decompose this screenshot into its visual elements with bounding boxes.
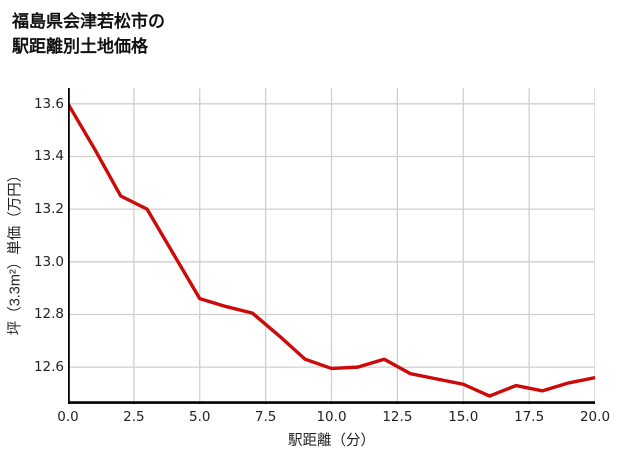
x-tick-label: 12.5 [382, 409, 413, 425]
x-tick-label: 17.5 [514, 409, 545, 425]
x-tick-label: 5.0 [189, 409, 211, 425]
y-tick-label: 13.0 [33, 253, 64, 270]
x-tick-label: 20.0 [579, 409, 611, 425]
line-chart-svg [68, 88, 595, 404]
x-tick-label: 2.5 [123, 409, 145, 425]
y-tick-label: 12.8 [33, 306, 64, 323]
y-tick-label: 12.6 [33, 359, 64, 376]
plot-area [68, 88, 595, 404]
y-tick-label: 13.4 [33, 148, 64, 165]
x-tick-label: 10.0 [316, 409, 347, 425]
chart-title: 福島県会津若松市の 駅距離別土地価格 [12, 12, 165, 56]
x-tick-label: 7.5 [254, 409, 277, 425]
x-tick-label: 15.0 [448, 409, 479, 425]
y-tick-label: 13.6 [33, 95, 64, 112]
data-series-line [68, 102, 595, 398]
y-axis-tick-labels: 12.6 12.8 13.0 13.2 13.4 13.6 [4, 0, 64, 465]
x-axis-tick-marks [68, 402, 595, 404]
y-tick-label: 13.2 [33, 201, 64, 218]
vertical-gridlines [68, 88, 595, 404]
x-axis-label: 駅距離（分） [288, 433, 375, 449]
x-tick-label: 0.0 [57, 409, 79, 425]
